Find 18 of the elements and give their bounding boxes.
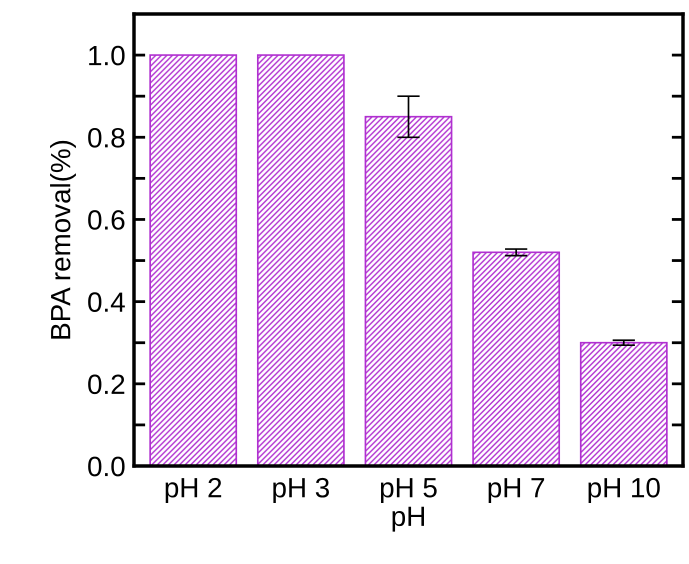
bar [149,54,238,466]
y-tick-label: 0.2 [88,374,124,394]
x-tick-label: pH 10 [588,478,660,504]
y-tick-label: 0.8 [88,128,124,148]
bar [580,342,668,466]
x-tick-label: pH 3 [273,478,329,504]
x-tick-label: pH 7 [488,478,544,504]
y-tick-label: 1.0 [89,46,125,66]
x-tick-label: pH 2 [166,478,222,504]
y-tick-label: 0.6 [88,210,124,230]
bar [364,116,452,466]
x-tick-label: pH 5 [380,478,437,504]
y-tick-label: 0.4 [88,292,125,312]
y-axis-title: BPA removal(%) [50,140,76,339]
x-axis-title: pH [392,506,424,532]
bar [256,54,345,466]
bar [472,251,560,466]
y-tick-label: 0.0 [88,456,125,476]
